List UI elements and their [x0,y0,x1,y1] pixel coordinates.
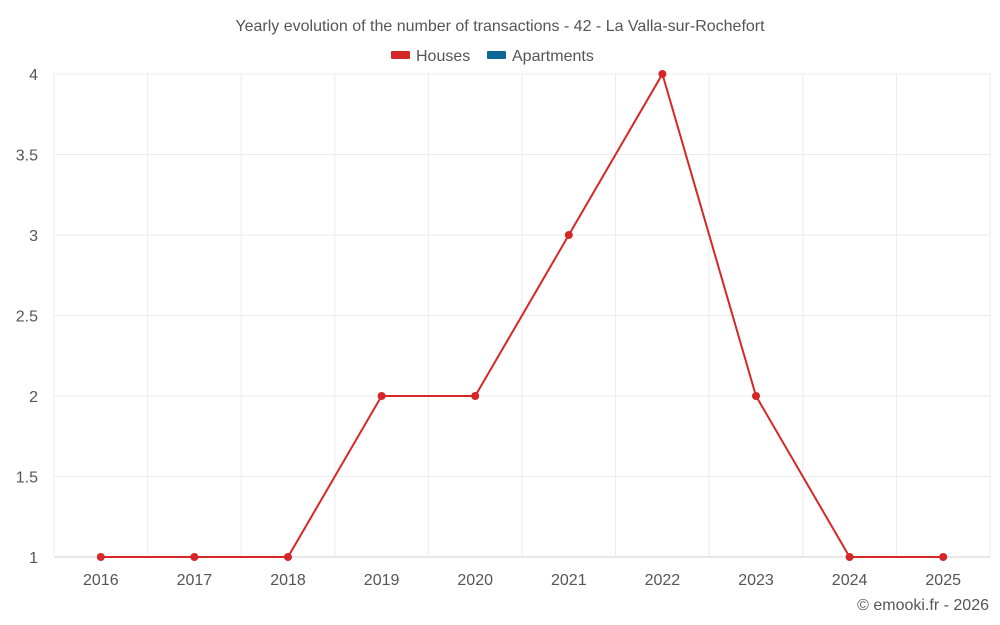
y-tick-label: 1 [29,550,38,567]
legend: Houses Apartments [391,48,594,65]
y-tick-label: 2 [29,389,38,406]
chart-title: Yearly evolution of the number of transa… [235,18,765,35]
series-line-houses [100,73,944,558]
y-tick-label: 2.5 [16,309,38,326]
data-point-houses[interactable] [939,553,948,561]
x-tick-label: 2022 [645,572,681,589]
x-tick-label: 2023 [738,572,774,589]
data-point-houses[interactable] [96,553,105,561]
x-tick-label: 2021 [551,572,587,589]
legend-label-apartments[interactable]: Apartments [512,48,594,65]
legend-swatch-apartments[interactable] [487,51,506,59]
data-point-houses[interactable] [752,392,760,400]
y-tick-label: 4 [29,67,38,84]
y-tick-label: 3.5 [16,148,38,165]
y-tick-label: 3 [29,228,38,245]
x-tick-label: 2024 [832,572,868,589]
x-tick-label: 2019 [364,572,400,589]
data-point-houses[interactable] [658,70,667,78]
x-tick-label: 2018 [270,572,306,589]
data-point-houses[interactable] [471,392,480,400]
data-point-houses[interactable] [845,553,854,561]
series-layer [96,70,948,561]
y-axis-ticks: 1 1.5 2 2.5 3 3.5 4 [16,67,38,567]
data-point-houses[interactable] [190,553,199,561]
x-tick-label: 2025 [925,572,961,589]
x-tick-label: 2017 [177,572,213,589]
legend-label-houses[interactable]: Houses [416,48,470,65]
x-tick-label: 2016 [83,572,119,589]
x-axis-ticks: 2016 2017 2018 2019 2020 2021 2022 2023 2024 2025 [83,572,961,589]
y-tick-label: 1.5 [16,470,38,487]
data-point-houses[interactable] [377,392,386,400]
data-point-houses[interactable] [564,231,573,239]
data-point-houses[interactable] [284,553,292,561]
credit-text: © emooki.fr - 2026 [857,597,989,614]
legend-swatch-houses[interactable] [391,51,410,59]
x-tick-label: 2020 [457,572,493,589]
